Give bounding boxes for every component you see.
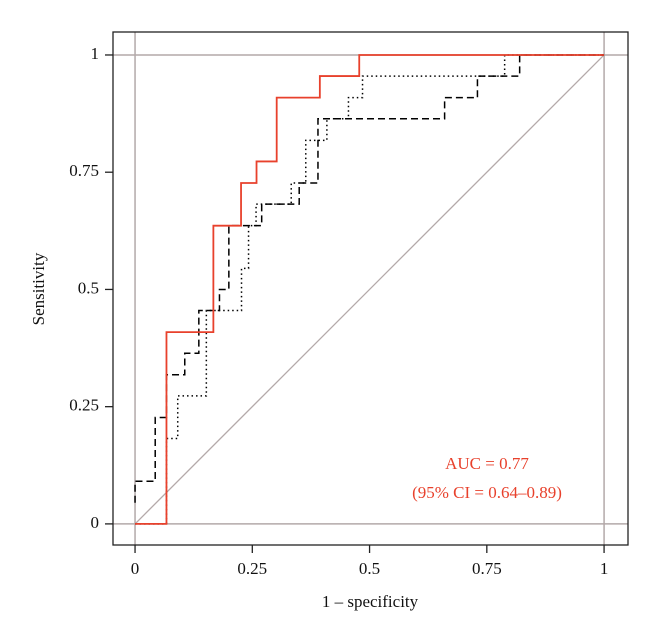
- annotation: (95% CI = 0.64–0.89): [412, 483, 562, 502]
- y-tick-label: 1: [91, 44, 100, 63]
- x-axis-label: 1 – specificity: [322, 592, 419, 611]
- y-tick-label: 0.75: [69, 161, 99, 180]
- diagonal-line: [134, 54, 605, 525]
- x-tick-label: 0.5: [359, 559, 380, 578]
- annotation: AUC = 0.77: [445, 454, 529, 473]
- y-axis-label: Sensitivity: [29, 252, 48, 325]
- y-tick-label: 0: [91, 513, 100, 532]
- y-tick-label: 0.5: [78, 278, 99, 297]
- roc-curve: [135, 54, 605, 525]
- x-tick-label: 0.75: [472, 559, 502, 578]
- plot-frame: [112, 31, 629, 546]
- y-tick-label: 0.25: [69, 396, 99, 415]
- x-tick-label: 1: [600, 559, 609, 578]
- x-tick-label: 0: [131, 559, 140, 578]
- x-tick-label: 0.25: [237, 559, 267, 578]
